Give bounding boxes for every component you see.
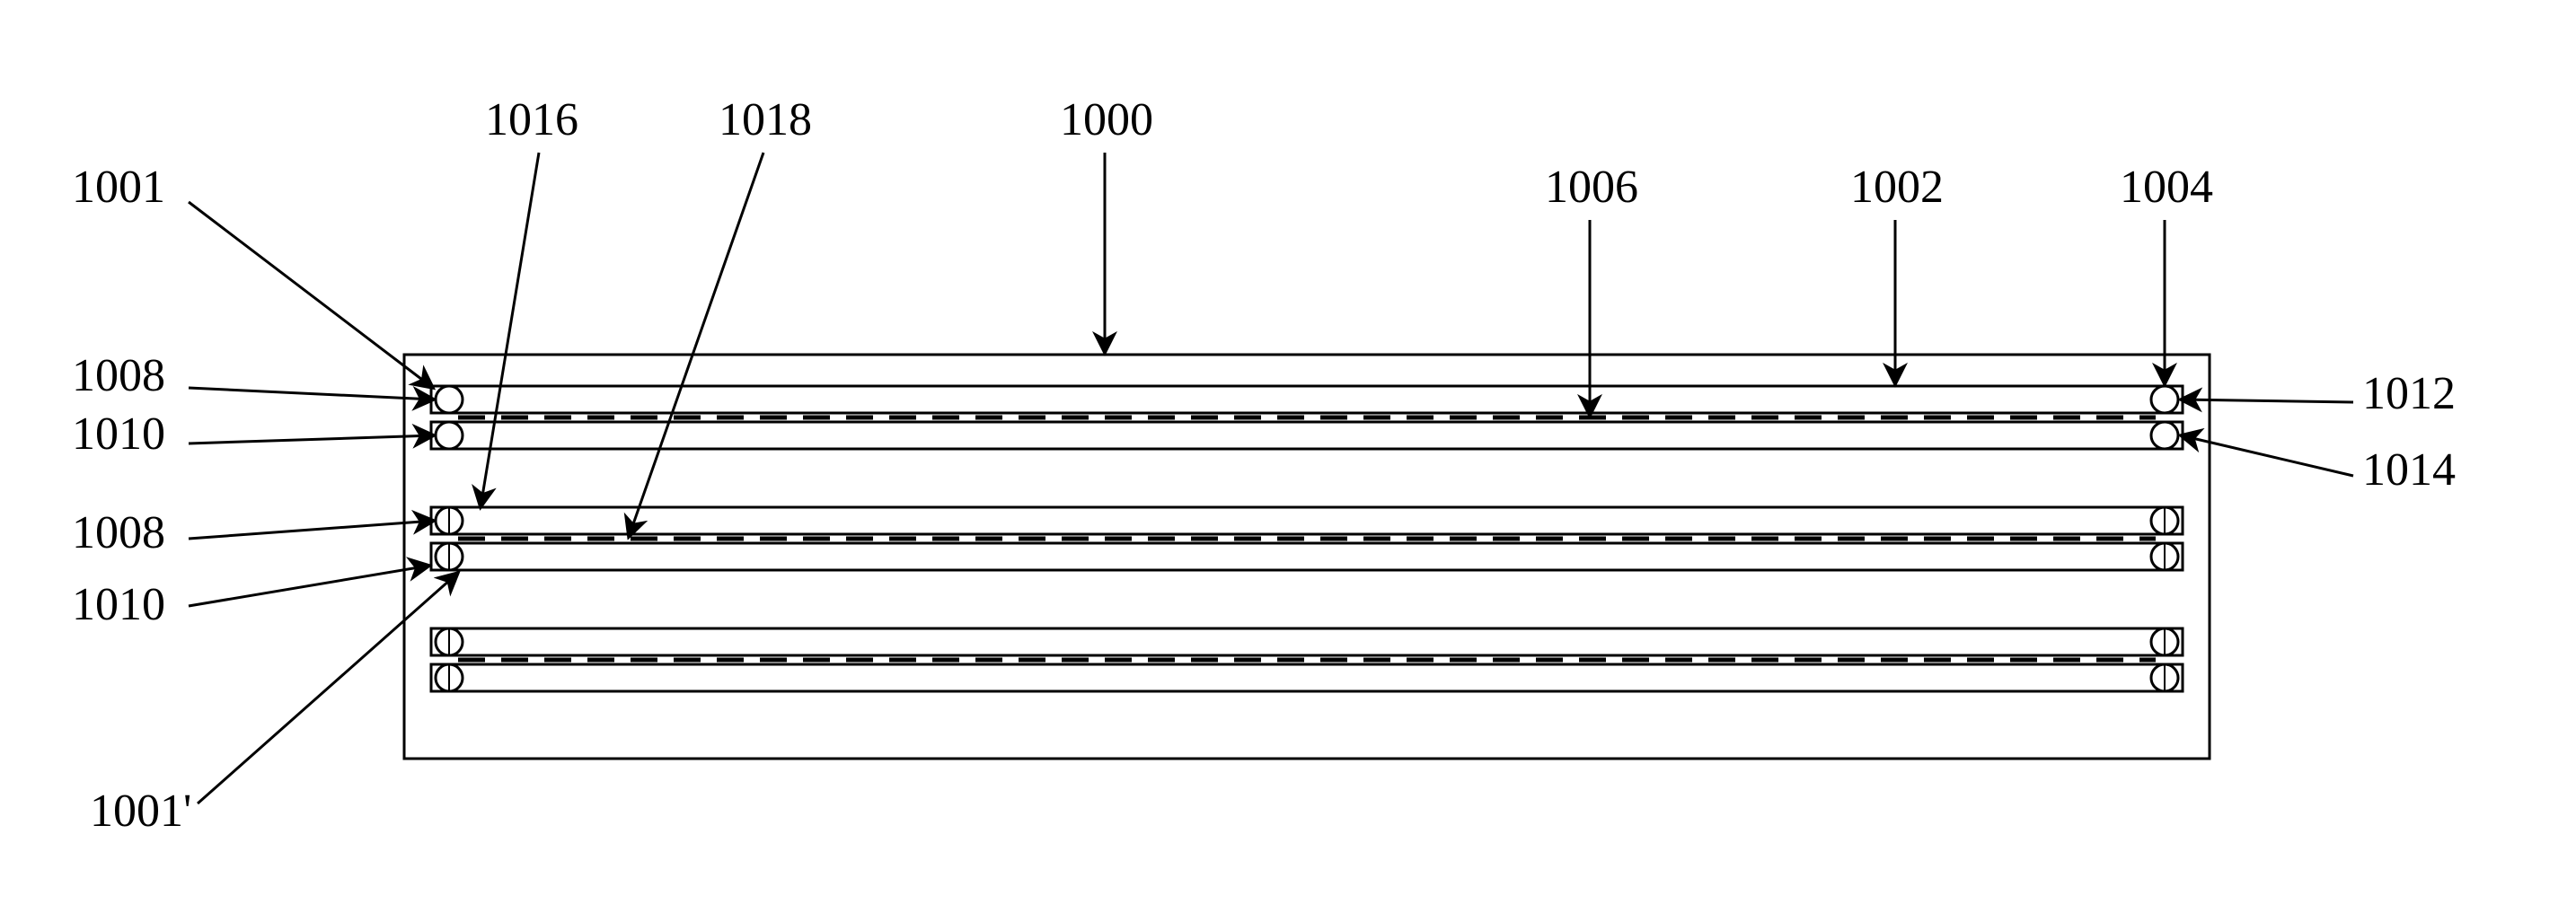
label-text: 1001 — [72, 162, 165, 213]
label-text: 1014 — [2362, 444, 2456, 496]
label-text: 1002 — [1850, 162, 1944, 213]
label-text: 1001' — [90, 786, 191, 837]
label-text: 1012 — [2362, 368, 2456, 419]
label-text: 1010 — [72, 408, 165, 460]
label-text: 1010 — [72, 579, 165, 630]
end-circle-right-1 — [2151, 422, 2178, 449]
end-circle-left-1 — [436, 422, 463, 449]
label-text: 1008 — [72, 350, 165, 401]
end-circle-left-0 — [436, 386, 463, 413]
label-text: 1006 — [1545, 162, 1638, 213]
diagram-canvas: 1001 1016 1018 1000 1006 1002 1004 1008 1010 1008… — [0, 0, 2576, 922]
label-text: 1016 — [485, 94, 578, 145]
label-text: 1004 — [2120, 162, 2213, 213]
label-text: 1008 — [72, 507, 165, 558]
label-text: 1018 — [719, 94, 812, 145]
label-text: 1000 — [1060, 94, 1153, 145]
end-circle-right-0 — [2151, 386, 2178, 413]
canvas-bg — [0, 0, 2576, 922]
